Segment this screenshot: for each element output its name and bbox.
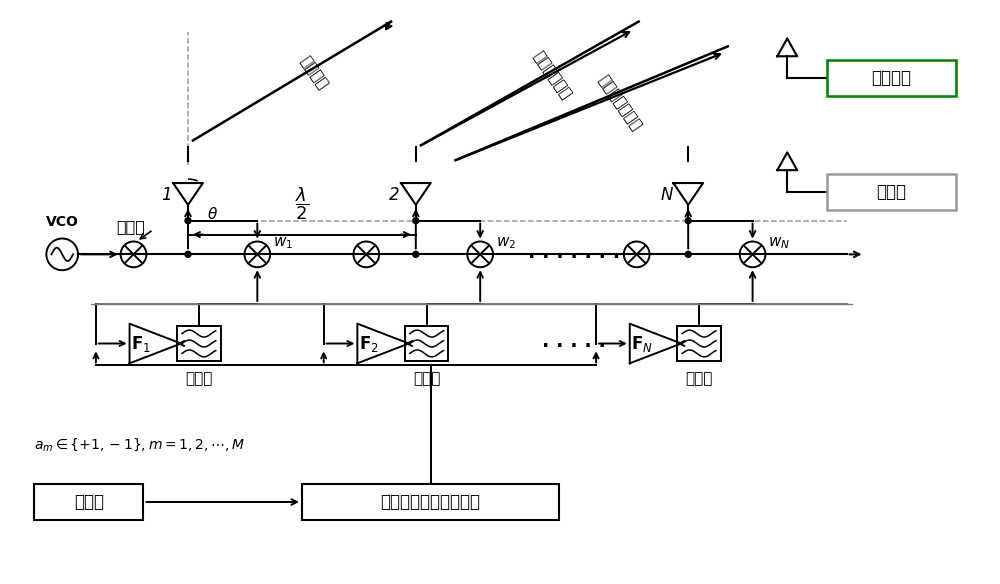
- Text: 混频器: 混频器: [116, 219, 145, 234]
- Text: 窃听者: 窃听者: [876, 183, 906, 201]
- Text: $\mathbf{F}_2$: $\mathbf{F}_2$: [359, 333, 379, 353]
- Text: 信息码: 信息码: [74, 493, 104, 511]
- Text: . . . . . . .: . . . . . . .: [528, 243, 620, 262]
- Text: 导频信号: 导频信号: [297, 54, 330, 92]
- Bar: [302, 484, 559, 520]
- Text: $w_2$: $w_2$: [496, 235, 516, 251]
- Circle shape: [185, 218, 191, 224]
- Text: 合法用户: 合法用户: [871, 69, 911, 87]
- Circle shape: [413, 251, 419, 258]
- Bar: [827, 60, 956, 96]
- Bar: [827, 174, 956, 210]
- Text: 滤波器: 滤波器: [685, 371, 713, 386]
- Circle shape: [185, 251, 191, 258]
- Text: N: N: [660, 186, 673, 204]
- Text: $w_N$: $w_N$: [768, 235, 791, 251]
- Text: $a_m \in \{+1,-1\}, m=1,2,\cdots,M$: $a_m \in \{+1,-1\}, m=1,2,\cdots,M$: [34, 436, 246, 453]
- Text: VCO: VCO: [46, 214, 79, 228]
- Bar: [177, 326, 221, 361]
- Text: $w_1$: $w_1$: [273, 235, 293, 251]
- Text: 相移动器码本生成算法: 相移动器码本生成算法: [381, 493, 481, 511]
- Text: 1: 1: [161, 186, 172, 204]
- Bar: [677, 326, 721, 361]
- Text: . . . . .: . . . . .: [542, 332, 606, 351]
- Bar: [405, 326, 448, 361]
- Circle shape: [685, 218, 691, 224]
- Text: 2: 2: [389, 186, 399, 204]
- Text: $\dfrac{\lambda}{2}$: $\dfrac{\lambda}{2}$: [295, 185, 309, 222]
- Text: 滤波器: 滤波器: [413, 371, 440, 386]
- Circle shape: [685, 251, 691, 258]
- Text: $\mathbf{F}_1$: $\mathbf{F}_1$: [131, 333, 151, 353]
- Text: 非期望方向信号: 非期望方向信号: [595, 73, 644, 134]
- Circle shape: [413, 218, 419, 224]
- Bar: [34, 484, 143, 520]
- Text: θ: θ: [208, 207, 217, 222]
- Text: $\mathbf{F}_N$: $\mathbf{F}_N$: [631, 333, 653, 353]
- Text: 期望方向信号: 期望方向信号: [530, 49, 573, 102]
- Text: 滤波器: 滤波器: [185, 371, 213, 386]
